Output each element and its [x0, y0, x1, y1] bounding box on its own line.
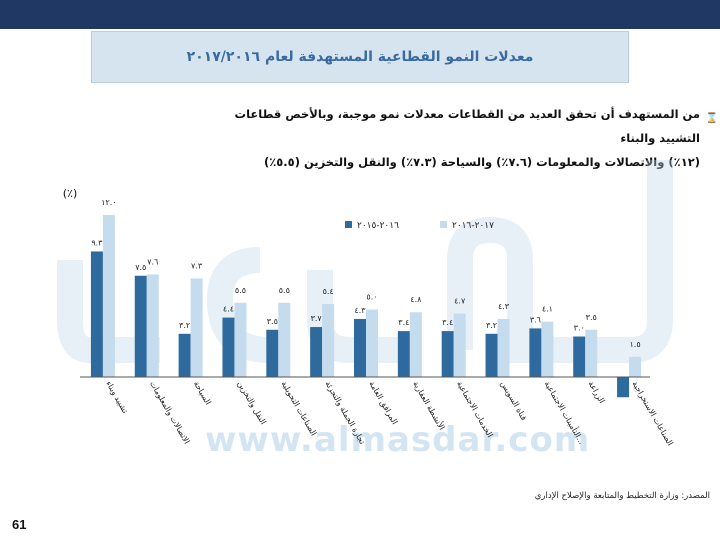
value-label-s1-3: ٣.٢ — [179, 321, 190, 330]
bar-s1-7 — [354, 318, 366, 377]
value-label-s1-7: ٤.٣ — [354, 306, 366, 315]
bar-s1-9 — [441, 331, 454, 377]
bar-s1-2 — [134, 275, 147, 377]
bar-s2-2 — [146, 274, 159, 377]
value-label-s1-2: ٧.٥ — [135, 263, 146, 272]
bar-s1-4 — [222, 317, 235, 377]
bar-s2-12 — [585, 329, 598, 377]
category-label-8: الأنشطة العقارية — [411, 379, 447, 432]
value-label-s2-5: ٥.٥ — [279, 286, 290, 295]
category-label-2: الاتصالات والمعلومات — [148, 380, 191, 446]
top-bar — [0, 0, 720, 29]
bar-s1-3 — [178, 333, 191, 377]
value-label-s2-1: ١٢.٠ — [101, 198, 116, 207]
value-label-s2-7: ٥.٠ — [366, 293, 377, 302]
unit-label: (٪) — [63, 187, 78, 200]
value-label-s1-12: ٣.٠ — [574, 324, 585, 333]
bars — [90, 215, 642, 398]
bar-s2-8 — [409, 312, 422, 377]
value-label-s1-11: ٣.٦ — [530, 315, 541, 324]
bar-s1-11 — [529, 328, 542, 377]
category-label-10: قناة السويس — [499, 380, 529, 423]
value-label-s2-3: ٧.٣ — [191, 261, 203, 270]
category-label-1: تشييد وبناء — [104, 380, 130, 415]
value-label-s2-6: ٥.٤ — [323, 287, 334, 296]
bar-s2-10 — [497, 318, 510, 377]
title-box: معدلات النمو القطاعية المستهدفة لعام ٢٠١… — [91, 31, 629, 83]
bar-s2-13 — [629, 356, 642, 377]
value-label-s2-4: ٥.٥ — [235, 286, 246, 295]
value-label-s1-6: ٣.٧ — [311, 314, 323, 323]
value-label-s2-9: ٤.٧ — [454, 297, 466, 306]
bar-s1-1 — [90, 251, 103, 377]
bar-s2-1 — [102, 215, 115, 377]
bar-s2-9 — [453, 313, 466, 377]
slide-title: معدلات النمو القطاعية المستهدفة لعام ٢٠١… — [186, 49, 534, 65]
bar-s1-8 — [397, 331, 410, 377]
value-label-s1-10: ٣.٢ — [486, 321, 497, 330]
value-label-s2-12: ٣.٥ — [586, 313, 597, 322]
category-label-4: النقل والتخزين — [236, 380, 268, 427]
legend-swatch-1 — [345, 221, 352, 228]
value-label-s1-1: ٩.٣ — [91, 238, 103, 247]
category-labels: تشييد وبناء الاتصالات والمعلومات السياحة ال… — [104, 379, 674, 448]
bullet-line-2: (١٢٪) والاتصالات والمعلومات (٧.٦٪) والسي… — [264, 155, 700, 169]
value-label-s1-4: ٤.٤ — [223, 305, 234, 314]
legend-swatch-2 — [440, 221, 447, 228]
category-label-11: التأمينات الاجتماعية... — [543, 379, 588, 446]
value-label-s2-10: ٤.٣ — [498, 302, 510, 311]
bar-s2-3 — [190, 278, 203, 377]
bullet-text: ⌛ من المستهدف أن تحقق العديد من القطاعات… — [190, 102, 718, 174]
category-label-9: الخدمات الاجتماعية — [455, 380, 495, 440]
category-label-7: المرافق العامة — [367, 380, 399, 427]
bar-s2-6 — [322, 304, 335, 377]
category-label-3: السياحة — [192, 380, 213, 407]
value-labels: ٩.٣ ١٢.٠ ٧.٥٧.٦ ٣.٢ ٧.٣ ٤.٤ ٥.٥ ٣.٥ ٥.٥ ٣.٧ ٥.٤ ٤.٣… — [91, 198, 640, 349]
bar-s1-10 — [485, 333, 498, 377]
page-number: 61 — [12, 517, 27, 532]
legend-label-1: ٢٠١٦-٢٠١٥ — [357, 221, 399, 231]
value-label-s1-5: ٣.٥ — [267, 317, 278, 326]
bar-s1-13 — [617, 377, 630, 398]
bar-s1-5 — [266, 329, 279, 377]
bar-s2-4 — [234, 302, 247, 377]
value-label-s2-8: ٤.٨ — [410, 295, 422, 304]
category-label-13: الصناعات الاستخراجية — [630, 380, 674, 448]
bullet-icon: ⌛ — [705, 113, 718, 124]
bar-s2-7 — [366, 309, 378, 377]
category-label-12: الزراعة — [586, 380, 606, 405]
legend-label-2: ٢٠١٧-٢٠١٦ — [452, 221, 494, 231]
value-label-s2-13: ١.٥ — [630, 340, 641, 349]
value-label-s1-8: ٣.٤ — [398, 318, 409, 327]
value-label-s2-11: ٤.١ — [542, 305, 553, 314]
value-label-s2-2: ٧.٦ — [147, 257, 158, 266]
bar-s2-11 — [541, 321, 554, 377]
bar-s2-5 — [278, 302, 291, 377]
bar-s1-12 — [573, 336, 586, 377]
category-label-5: الصناعات التحويلية — [280, 380, 319, 438]
bar-s1-6 — [310, 327, 323, 377]
value-label-s1-9: ٣.٤ — [442, 318, 453, 327]
chart-legend: ٢٠١٦-٢٠١٥ ٢٠١٧-٢٠١٦ — [345, 221, 494, 231]
growth-chart: ٢٠١٦-٢٠١٥ ٢٠١٧-٢٠١٦ (٪) ٩.٣ ١٢.٠ ٧.٥٧.٦ ٣.٢ ٧… — [63, 187, 675, 448]
category-label-6: تجارة الجملة والتجزئة — [323, 380, 366, 446]
source-text: المصدر: وزارة التخطيط والمتابعة والإصلاح… — [534, 491, 710, 501]
bullet-line-1: من المستهدف أن تحقق العديد من القطاعات م… — [234, 107, 700, 145]
